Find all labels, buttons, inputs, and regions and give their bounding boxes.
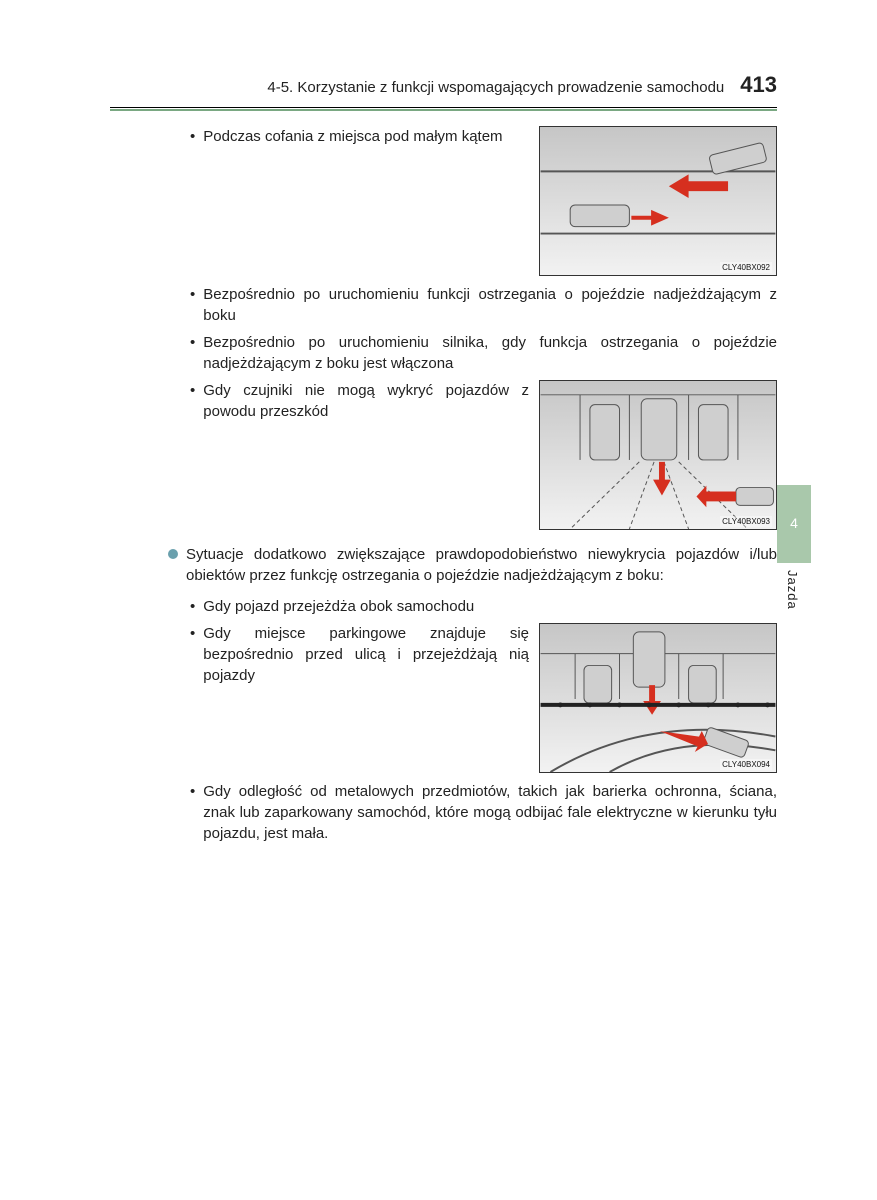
figure-2-svg	[540, 381, 776, 529]
figure-1-svg	[540, 127, 776, 275]
bullet-4: • Gdy czujniki nie mogą wykryć pojazdów …	[190, 380, 529, 422]
bullet-with-figure-1: • Podczas cofania z miejsca pod małym ką…	[190, 126, 777, 276]
bullet-6: • Gdy miejsce parkingowe znajduje się be…	[190, 623, 529, 686]
figure-3: CLY40BX094	[539, 623, 777, 773]
bullet-text: Gdy odległość od metalowych przedmiotów,…	[203, 781, 777, 844]
figure-3-caption: CLY40BX094	[720, 759, 772, 770]
bullet-text: Gdy miejsce parkingowe znajduje się bezp…	[203, 623, 529, 686]
bullet-with-figure-2: • Gdy czujniki nie mogą wykryć pojazdów …	[190, 380, 777, 530]
figure-1: CLY40BX092	[539, 126, 777, 276]
section-title: 4-5. Korzystanie z funkcji wspomagającyc…	[267, 77, 724, 98]
subhead-text: Sytuacje dodatkowo zwiększające prawdopo…	[186, 544, 777, 586]
bullet-dot-icon: •	[190, 623, 195, 686]
figure-3-svg	[540, 624, 776, 772]
page-header: 4-5. Korzystanie z funkcji wspomagającyc…	[110, 70, 777, 108]
figure-2: CLY40BX093	[539, 380, 777, 530]
chapter-number: 4	[790, 514, 798, 534]
bullet-dot-icon: •	[190, 126, 195, 147]
chapter-label: Jazda	[783, 570, 801, 610]
bullet-1: • Podczas cofania z miejsca pod małym ką…	[190, 126, 529, 147]
bullet-dot-icon: •	[190, 332, 195, 374]
bullet-3: • Bezpośrednio po uruchomieniu silnika, …	[190, 332, 777, 374]
circle-bullet-icon	[168, 549, 178, 559]
figure-1-caption: CLY40BX092	[720, 262, 772, 273]
page-number: 413	[740, 70, 777, 101]
bullet-dot-icon: •	[190, 781, 195, 844]
bullet-with-figure-3: • Gdy miejsce parkingowe znajduje się be…	[190, 623, 777, 773]
bullet-text: Podczas cofania z miejsca pod małym kąte…	[203, 126, 502, 147]
bullet-5: • Gdy pojazd przejeżdża obok samochodu	[190, 596, 777, 617]
subhead-1: Sytuacje dodatkowo zwiększające prawdopo…	[168, 544, 777, 586]
bullet-text: Bezpośrednio po uruchomieniu silnika, gd…	[203, 332, 777, 374]
bullet-2: • Bezpośrednio po uruchomieniu funkcji o…	[190, 284, 777, 326]
bullet-dot-icon: •	[190, 380, 195, 422]
bullet-dot-icon: •	[190, 596, 195, 617]
bullet-7: • Gdy odległość od metalowych przedmiotó…	[190, 781, 777, 844]
page-content: • Podczas cofania z miejsca pod małym ką…	[110, 126, 777, 844]
bullet-text: Gdy pojazd przejeżdża obok samochodu	[203, 596, 474, 617]
bullet-text: Bezpośrednio po uruchomieniu funkcji ost…	[203, 284, 777, 326]
bullet-text: Gdy czujniki nie mogą wykryć pojazdów z …	[203, 380, 529, 422]
chapter-tab: 4	[777, 485, 811, 563]
bullet-dot-icon: •	[190, 284, 195, 326]
manual-page: 4-5. Korzystanie z funkcji wspomagającyc…	[0, 0, 877, 890]
figure-2-caption: CLY40BX093	[720, 516, 772, 527]
